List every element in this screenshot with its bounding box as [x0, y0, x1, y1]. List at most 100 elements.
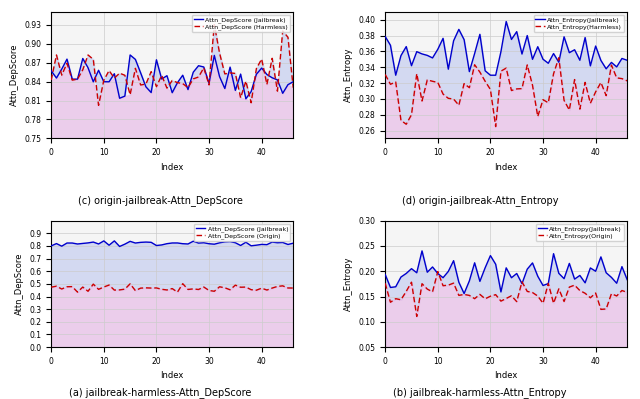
Attn_DepScore (Harmless): [163, 86, 171, 91]
Attn_DepScore (Origin): [47, 285, 55, 290]
Attn_Entropy(Jailbreak): [534, 274, 541, 279]
Attn_Entropy(Jailbreak): [381, 34, 389, 39]
Attn_Entropy(Jailbreak): [403, 44, 410, 49]
Attn_Entropy(Jailbreak): [586, 266, 594, 271]
Attn_Entropy(Jailbreak): [476, 279, 484, 284]
Attn_DepScore (Harmless): [289, 85, 297, 90]
Attn_DepScore (Origin): [116, 288, 124, 292]
X-axis label: Index: Index: [161, 371, 184, 380]
Attn_Entropy(Jailbreak): [413, 49, 420, 54]
Attn_DepScore (Origin): [284, 286, 292, 290]
Attn_Entropy(Harmless): [534, 114, 541, 119]
Attn_Entropy(Origin): [413, 314, 420, 319]
Attn_Entropy(Jailbreak): [444, 67, 452, 71]
Attn_Entropy(Harmless): [387, 82, 394, 87]
Attn_DepScore (Jailbreak): [121, 94, 129, 99]
Attn_DepScore (Jailbreak): [126, 239, 134, 244]
Attn_DepScore (Jailbreak): [221, 86, 228, 91]
Attn_Entropy(Origin): [597, 307, 605, 312]
Attn_DepScore (Jailbreak): [211, 53, 218, 58]
Attn_DepScore (Harmless): [105, 68, 113, 73]
Attn_DepScore (Harmless): [216, 51, 223, 55]
Attn_Entropy(Harmless): [444, 96, 452, 101]
Attn_DepScore (Jailbreak): [242, 240, 250, 245]
Attn_DepScore (Jailbreak): [74, 77, 81, 81]
Attn_Entropy(Harmless): [581, 80, 589, 85]
Attn_Entropy(Harmless): [492, 124, 499, 129]
Attn_Entropy(Jailbreak): [444, 269, 452, 274]
Text: (d) origin-jailbreak-Attn_Entropy: (d) origin-jailbreak-Attn_Entropy: [402, 196, 558, 206]
Attn_Entropy(Jailbreak): [481, 265, 489, 270]
Attn_Entropy(Harmless): [413, 71, 420, 76]
Attn_Entropy(Jailbreak): [550, 51, 557, 56]
Attn_DepScore (Jailbreak): [47, 68, 55, 73]
Attn_DepScore (Jailbreak): [237, 72, 244, 77]
Legend: Attn_DepScore (Jailbreak), Attn_DepScore (Origin): Attn_DepScore (Jailbreak), Attn_DepScore…: [194, 224, 290, 241]
Attn_DepScore (Jailbreak): [173, 241, 181, 245]
Attn_Entropy(Jailbreak): [518, 51, 526, 56]
Attn_Entropy(Harmless): [602, 93, 610, 98]
Attn_Entropy(Jailbreak): [486, 253, 494, 258]
Attn_DepScore (Jailbreak): [111, 71, 118, 76]
Attn_Entropy(Jailbreak): [455, 27, 463, 32]
Attn_Entropy(Origin): [486, 294, 494, 298]
Attn_Entropy(Jailbreak): [524, 267, 531, 272]
Attn_Entropy(Origin): [471, 296, 479, 301]
Attn_Entropy(Origin): [403, 289, 410, 294]
Attn_Entropy(Jailbreak): [465, 69, 473, 74]
Attn_Entropy(Origin): [529, 290, 536, 295]
Attn_DepScore (Origin): [90, 282, 97, 286]
Attn_DepScore (Jailbreak): [95, 68, 102, 73]
Attn_Entropy(Origin): [434, 269, 442, 274]
Attn_DepScore (Jailbreak): [189, 70, 197, 75]
Line: Attn_Entropy(Harmless): Attn_Entropy(Harmless): [385, 58, 627, 126]
Attn_DepScore (Jailbreak): [52, 76, 60, 81]
Attn_Entropy(Origin): [444, 283, 452, 288]
Attn_Entropy(Harmless): [424, 77, 431, 82]
Attn_DepScore (Jailbreak): [111, 239, 118, 243]
Attn_DepScore (Harmless): [111, 76, 118, 81]
Attn_DepScore (Jailbreak): [90, 79, 97, 84]
Attn_DepScore (Origin): [232, 283, 239, 288]
Attn_DepScore (Jailbreak): [90, 240, 97, 245]
Attn_DepScore (Origin): [173, 290, 181, 294]
Attn_Entropy(Jailbreak): [429, 55, 436, 60]
Attn_DepScore (Origin): [142, 285, 150, 290]
Attn_DepScore (Origin): [195, 287, 202, 292]
Attn_DepScore (Harmless): [179, 81, 187, 86]
Attn_Entropy(Origin): [455, 293, 463, 298]
Attn_DepScore (Origin): [168, 286, 176, 291]
Attn_DepScore (Harmless): [273, 89, 281, 93]
Attn_DepScore (Jailbreak): [63, 241, 71, 245]
Attn_DepScore (Harmless): [253, 66, 260, 71]
Attn_DepScore (Jailbreak): [58, 67, 65, 71]
Attn_DepScore (Harmless): [137, 83, 145, 87]
Attn_DepScore (Jailbreak): [58, 244, 65, 249]
Attn_Entropy(Harmless): [486, 87, 494, 92]
Y-axis label: Attn_DepScore: Attn_DepScore: [15, 253, 24, 315]
Attn_Entropy(Jailbreak): [508, 37, 515, 42]
Attn_DepScore (Harmless): [211, 22, 218, 27]
Attn_DepScore (Harmless): [184, 85, 192, 90]
Attn_Entropy(Harmless): [481, 79, 489, 84]
Text: (a) jailbreak-harmless-Attn_DepScore: (a) jailbreak-harmless-Attn_DepScore: [69, 387, 251, 398]
Attn_Entropy(Jailbreak): [566, 50, 573, 55]
Attn_Entropy(Origin): [513, 299, 520, 304]
Attn_Entropy(Origin): [539, 301, 547, 306]
Attn_Entropy(Jailbreak): [518, 281, 526, 286]
Line: Attn_DepScore (Harmless): Attn_DepScore (Harmless): [51, 25, 293, 105]
Attn_Entropy(Jailbreak): [486, 73, 494, 77]
Attn_Entropy(Jailbreak): [581, 280, 589, 285]
Attn_DepScore (Jailbreak): [137, 240, 145, 245]
Attn_Entropy(Jailbreak): [408, 266, 415, 271]
Attn_Entropy(Harmless): [476, 70, 484, 75]
Attn_DepScore (Origin): [74, 290, 81, 294]
Attn_DepScore (Harmless): [100, 78, 108, 83]
Attn_Entropy(Jailbreak): [555, 60, 563, 65]
Attn_Entropy(Jailbreak): [613, 65, 621, 69]
Attn_DepScore (Jailbreak): [253, 72, 260, 77]
Attn_DepScore (Origin): [147, 286, 155, 290]
Attn_DepScore (Jailbreak): [137, 71, 145, 75]
Attn_DepScore (Harmless): [279, 29, 287, 34]
Attn_Entropy(Origin): [429, 289, 436, 294]
